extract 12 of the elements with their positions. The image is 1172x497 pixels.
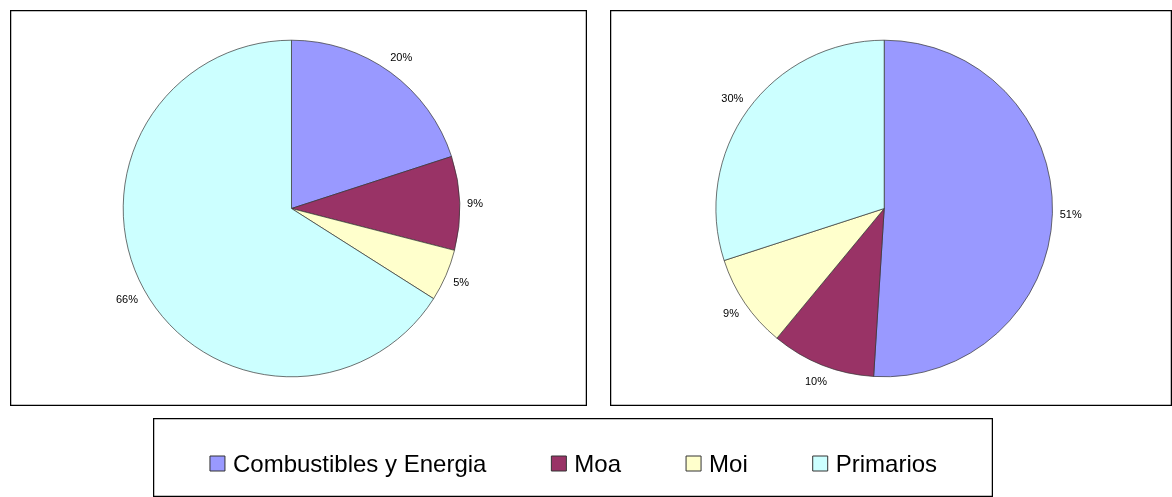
data-label: 9% xyxy=(467,196,484,209)
data-label: 30% xyxy=(721,92,744,105)
data-label: 10% xyxy=(804,374,828,387)
data-label: 5% xyxy=(453,275,470,288)
legend-label: Combustibles y Energia xyxy=(232,450,488,477)
data-label: 66% xyxy=(115,292,139,305)
legend-label: Moi xyxy=(709,450,748,477)
data-label: 51% xyxy=(1059,208,1082,221)
data-label: 20% xyxy=(390,51,413,64)
legend-label: Primarios xyxy=(835,450,938,477)
legend-label: Moa xyxy=(574,450,622,477)
data-label: 9% xyxy=(723,306,740,319)
